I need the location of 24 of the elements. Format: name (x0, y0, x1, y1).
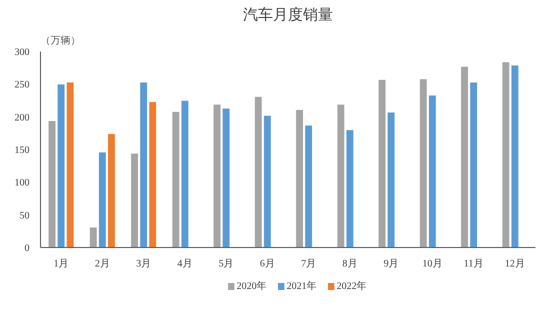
y-tick-label: 250 (14, 80, 30, 91)
legend-label: 2022年 (336, 280, 367, 292)
y-axis-title: （万辆） (40, 34, 80, 46)
y-tick-label: 300 (14, 47, 30, 58)
y-tick-label: 0 (24, 243, 30, 254)
y-tick-label: 50 (20, 210, 30, 222)
y-tick-label: 150 (14, 145, 30, 156)
legend-label: 2021年 (286, 280, 317, 292)
x-tick-label: 1月 (54, 258, 69, 270)
x-tick-label: 12月 (504, 258, 525, 270)
x-tick-label: 9月 (384, 258, 399, 270)
x-tick-label: 4月 (177, 258, 192, 270)
x-tick-label: 7月 (301, 258, 316, 270)
x-tick-label: 2月 (94, 258, 110, 270)
x-tick-label: 11月 (464, 258, 484, 270)
x-tick-label: 3月 (136, 258, 152, 270)
y-tick-label: 100 (14, 178, 30, 189)
legend-label: 2020年 (236, 280, 267, 292)
y-tick-label: 200 (14, 112, 30, 124)
x-tick-label: 6月 (260, 258, 275, 270)
x-tick-label: 5月 (218, 258, 234, 270)
x-tick-label: 10月 (422, 258, 442, 270)
x-tick-label: 8月 (342, 258, 358, 270)
chart-title: 汽车月度销量 (243, 6, 333, 24)
